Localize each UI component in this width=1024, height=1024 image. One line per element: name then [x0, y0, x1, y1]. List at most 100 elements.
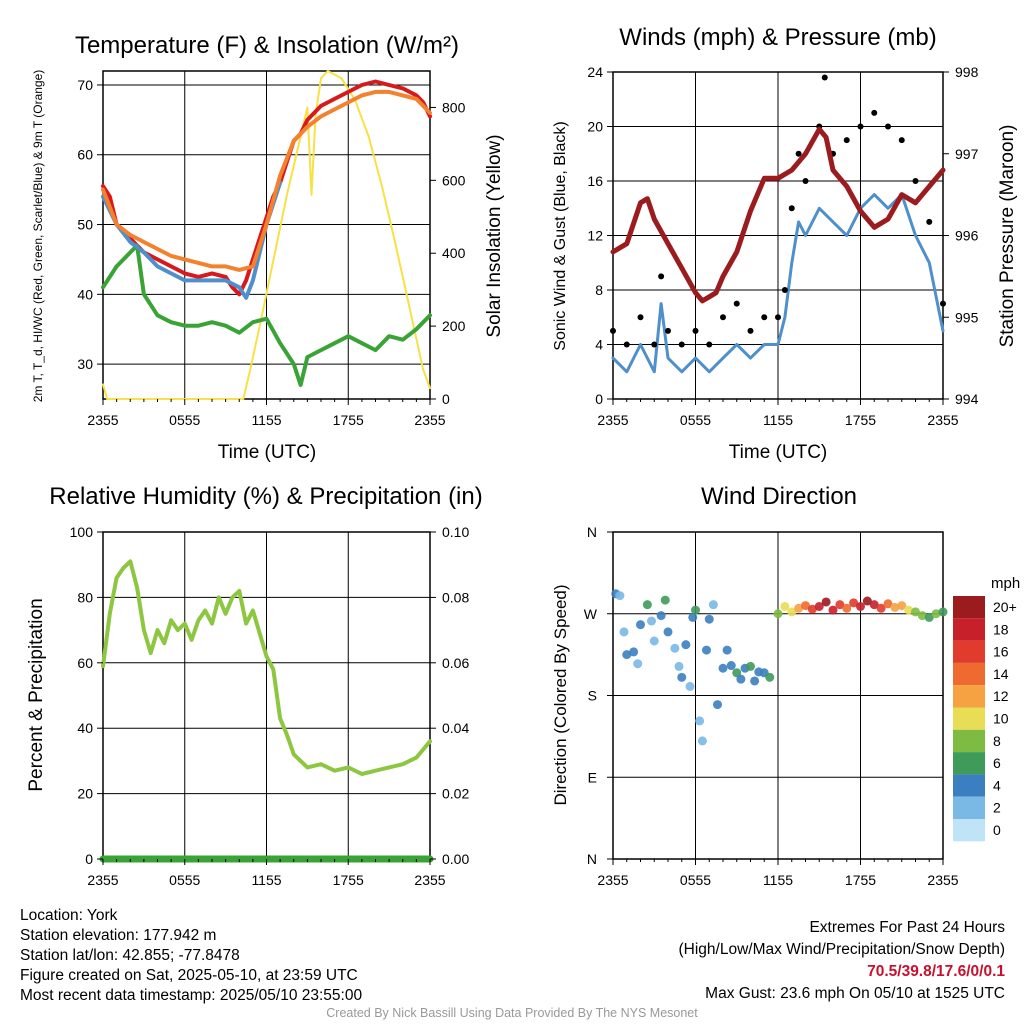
- figure-created: Figure created on Sat, 2025-05-10, at 23…: [20, 967, 358, 984]
- station-latlon: Station lat/lon: 42.855; -77.8478: [20, 947, 240, 964]
- temperature-grid: [103, 71, 430, 399]
- temp-xtick-label: 1755: [333, 412, 364, 428]
- gust-point: [610, 327, 616, 334]
- gust-point: [795, 150, 802, 157]
- wind-ytick-right-label: 994: [955, 391, 979, 407]
- direction-point: [849, 598, 859, 608]
- gust-point: [651, 341, 658, 348]
- gust-point: [747, 327, 754, 334]
- legend-label: 20+: [993, 599, 1017, 615]
- direction-point: [765, 672, 775, 682]
- insolation-line: [102, 70, 431, 400]
- temp-ytick-label: 40: [77, 286, 93, 302]
- temp-xtick-label: 2355: [87, 412, 118, 428]
- direction-point: [842, 603, 852, 613]
- winds-panel: Winds (mph) & Pressure (mb) 2355 0555 1155…: [552, 24, 1018, 463]
- dir-xtick-label: 1155: [763, 872, 793, 888]
- legend-label: 10: [993, 711, 1009, 727]
- legend-swatch: [953, 796, 985, 819]
- gust-point: [678, 341, 685, 348]
- direction-point: [828, 605, 838, 615]
- wind-ytick-label: 20: [587, 119, 603, 135]
- gust-point: [821, 74, 828, 81]
- rh-xtick-label: 1755: [333, 872, 364, 888]
- gust-point: [871, 109, 878, 116]
- dir-xtick-label: 2355: [597, 872, 628, 888]
- direction-point: [649, 636, 659, 646]
- legend-swatch: [953, 662, 985, 686]
- direction-point: [708, 600, 718, 610]
- gust-point: [802, 178, 809, 184]
- dir-ytick-label: N: [587, 851, 597, 867]
- direction-point: [685, 681, 695, 691]
- direction-point: [780, 601, 790, 611]
- legend-swatch: [953, 707, 985, 730]
- wind-ytick-label: 4: [595, 337, 603, 353]
- legend-swatch: [953, 729, 985, 753]
- humidity-grid: [103, 531, 430, 860]
- station-elevation: Station elevation: 177.942 m: [20, 927, 217, 944]
- rh-ytick-right-label: 0.06: [442, 655, 469, 671]
- direction-point: [876, 603, 886, 613]
- direction-point: [636, 620, 645, 630]
- direction-point: [938, 607, 948, 617]
- pressure-line: [610, 126, 946, 304]
- rh-ytick-right-label: 0.02: [442, 786, 469, 802]
- direction-point: [750, 676, 760, 686]
- gust-point: [706, 341, 713, 348]
- rh-xtick-label: 2355: [87, 872, 118, 888]
- legend-swatch: [953, 640, 985, 663]
- gust-point: [926, 218, 933, 225]
- dir-ytick-label: W: [584, 606, 598, 622]
- direction-point: [695, 716, 705, 726]
- legend-label: 4: [993, 777, 1001, 793]
- direction-point: [807, 604, 817, 614]
- dir-xtick-label: 2355: [927, 872, 958, 888]
- temp-ytick-right-label: 200: [442, 318, 466, 334]
- legend-swatch: [953, 752, 985, 775]
- direction-point: [773, 609, 783, 619]
- temp-ytick-label: 50: [77, 217, 93, 233]
- wind-ytick-label: 0: [595, 391, 603, 407]
- direction-point: [862, 596, 872, 606]
- direction-point: [911, 607, 920, 617]
- direction-point: [746, 661, 755, 671]
- wind-xtick-label: 1155: [763, 412, 793, 428]
- temperature-ylabel-right: Solar Insolation (Yellow): [484, 134, 505, 337]
- direction-point: [688, 612, 698, 622]
- humidity-ticks: 2355 0555 1155 1755 2355 0 20 40 60 80 100 0.00 0.02…: [70, 524, 470, 888]
- gust-point: [898, 137, 905, 144]
- speed-legend: 20+ 18 16 14 12 10 8 6 4 2 0: [953, 596, 1017, 842]
- wind-ytick-label: 8: [595, 282, 603, 298]
- wind-xtick-label: 2355: [927, 412, 958, 428]
- direction-point: [814, 601, 824, 611]
- rh-xtick-label: 1155: [251, 872, 281, 888]
- direction-point: [924, 612, 934, 622]
- direction-series: [611, 589, 948, 746]
- rh-ytick-label: 20: [77, 786, 93, 802]
- gust-point: [658, 273, 665, 280]
- extremes-subtitle: (High/Low/Max Wind/Precipitation/Snow De…: [678, 941, 1006, 958]
- direction-point: [726, 661, 736, 671]
- direction-point: [681, 640, 691, 650]
- max-gust: Max Gust: 23.6 mph On 05/10 at 1525 UTC: [705, 985, 1005, 1002]
- gust-point: [912, 178, 919, 184]
- legend-label: 14: [993, 666, 1009, 682]
- direction-point: [713, 700, 722, 710]
- winds-ticks: 2355 0555 1155 1755 2355 0 4 8 12 16 20 24 994 995 996…: [587, 64, 978, 428]
- rh-ytick-label: 100: [70, 524, 94, 540]
- legend-label: 16: [993, 644, 1009, 660]
- direction-point: [619, 627, 629, 637]
- gust-point: [781, 287, 788, 293]
- credit-line: Created By Nick Bassill Using Data Provi…: [326, 1006, 698, 1020]
- wind-ytick-right-label: 995: [955, 309, 979, 325]
- humidity-panel: Relative Humidity (%) & Precipitation (i…: [26, 483, 483, 888]
- legend-swatch: [953, 618, 985, 641]
- legend-label: 2: [993, 800, 1001, 816]
- dir-ytick-label: N: [587, 524, 597, 540]
- legend-swatch: [953, 685, 985, 708]
- gust-point: [720, 314, 726, 321]
- gust-point: [761, 314, 768, 321]
- humidity-title: Relative Humidity (%) & Precipitation (i…: [49, 483, 482, 510]
- legend-swatch: [953, 596, 985, 619]
